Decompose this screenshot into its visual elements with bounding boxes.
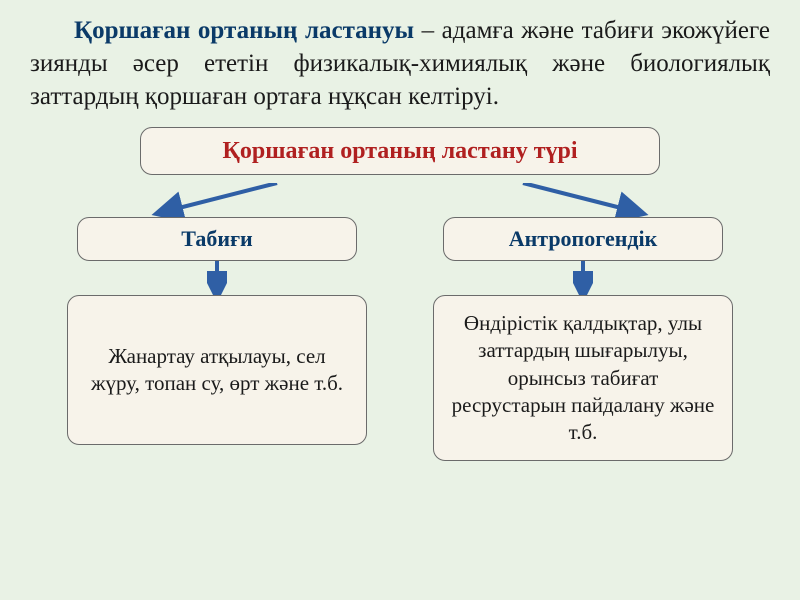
branch-right-detail: Өндірістік қалдықтар, улы заттардың шыға…: [433, 295, 733, 461]
branch-left: Табиғи Жанартау атқылауы, сел жүру, топа…: [54, 183, 380, 584]
branch-right-label: Антропогендік: [509, 226, 658, 252]
branch-left-detail-text: Жанартау атқылауы, сел жүру, топан су, ө…: [84, 343, 350, 398]
branch-right: Антропогендік Өндірістік қалдықтар, улы …: [420, 183, 746, 584]
branch-left-detail: Жанартау атқылауы, сел жүру, топан су, ө…: [67, 295, 367, 445]
branch-left-label: Табиғи: [181, 226, 252, 252]
arrow-right-down: [573, 261, 593, 295]
arrow-left-down: [207, 261, 227, 295]
diagram-canvas: Қоршаған ортаның ластануы – адамға және …: [0, 0, 800, 600]
arrow-root-to-right: [513, 183, 653, 217]
root-label: Қоршаған ортаның ластану түрі: [222, 138, 577, 165]
arrow-root-to-left: [147, 183, 287, 217]
definition-paragraph: Қоршаған ортаның ластануы – адамға және …: [24, 14, 776, 113]
branch-right-detail-text: Өндірістік қалдықтар, улы заттардың шыға…: [450, 310, 716, 446]
root-node: Қоршаған ортаның ластану түрі: [140, 127, 660, 175]
definition-term: Қоршаған ортаның ластануы: [74, 17, 414, 44]
branch-right-node: Антропогендік: [443, 217, 723, 261]
branch-left-node: Табиғи: [77, 217, 357, 261]
branch-columns: Табиғи Жанартау атқылауы, сел жүру, топа…: [24, 183, 776, 584]
